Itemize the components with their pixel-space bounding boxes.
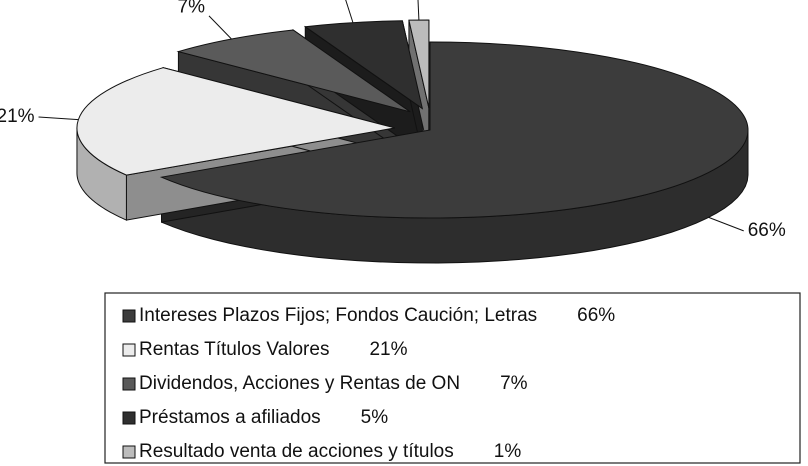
pie: [76, 19, 749, 264]
legend-value: 7%: [500, 373, 528, 394]
leader-line: [708, 216, 744, 232]
legend-label: Dividendos, Acciones y Rentas de ON: [139, 373, 460, 394]
legend-box: [104, 292, 801, 464]
legend-entry: Resultado venta de acciones y títulos 1%: [139, 441, 521, 462]
data-label: 66%: [748, 220, 786, 241]
leader-line: [345, 0, 354, 23]
data-label: 21%: [0, 106, 35, 127]
leader-line: [208, 15, 232, 40]
pie-slice: [159, 41, 749, 219]
legend-swatch: [122, 343, 136, 357]
pie-slice: [408, 19, 430, 109]
leader-line: [417, 0, 420, 21]
legend-value: 21%: [369, 339, 407, 360]
leader-line: [38, 116, 79, 121]
legend-swatch: [122, 309, 136, 323]
pie-slice: [176, 29, 411, 113]
legend-label: Resultado venta de acciones y títulos: [139, 441, 454, 462]
legend-value: 5%: [361, 407, 389, 428]
legend-entry: Dividendos, Acciones y Rentas de ON 7%: [139, 373, 528, 394]
legend-swatch: [122, 377, 136, 391]
legend-label: Intereses Plazos Fijos; Fondos Caución; …: [139, 305, 537, 326]
legend-swatch: [122, 411, 136, 425]
pie-slice: [76, 67, 396, 176]
legend-value: 1%: [494, 441, 522, 462]
legend-label: Préstamos a afiliados: [139, 407, 321, 428]
data-label: 7%: [178, 0, 206, 18]
legend-entry: Intereses Plazos Fijos; Fondos Caución; …: [139, 305, 615, 326]
legend-value: 66%: [577, 305, 615, 326]
legend-label: Rentas Títulos Valores: [139, 339, 329, 360]
legend-entry: Rentas Títulos Valores 21%: [139, 339, 408, 360]
legend-swatch: [122, 445, 136, 459]
pie-slice: [303, 20, 424, 110]
legend-entry: Préstamos a afiliados 5%: [139, 407, 388, 428]
